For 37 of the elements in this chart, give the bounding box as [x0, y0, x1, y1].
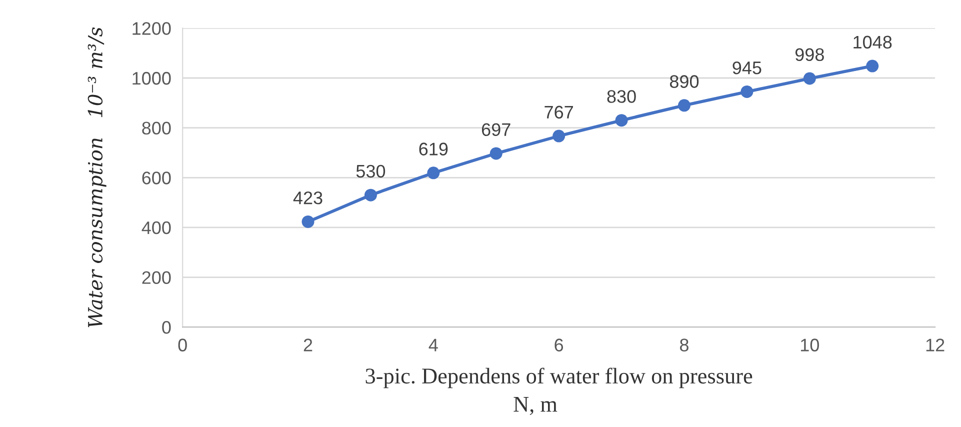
x-tick-label: 6	[554, 338, 564, 352]
point	[490, 147, 502, 160]
data-label: 697	[482, 123, 510, 136]
y-axis-title: Water consumption 10⁻³ m³/s	[88, 27, 106, 328]
data-label: 890	[670, 75, 699, 88]
y-tick-label: 1000	[132, 72, 171, 85]
point	[740, 85, 754, 98]
text: 3-pic. Dependens of water flow on pressure	[366, 368, 752, 388]
data-label: 945	[732, 61, 762, 74]
y-tick-label: 400	[142, 221, 171, 234]
x-tick-label: 10	[800, 338, 819, 352]
x-tick-label: 12	[926, 338, 944, 352]
y-tick-label: 1200	[132, 22, 171, 35]
x-tick-label: 8	[680, 338, 688, 352]
data-label: 423	[293, 191, 322, 204]
point	[427, 166, 440, 180]
point	[615, 114, 628, 127]
data-label: 1048	[854, 36, 892, 49]
data-label: 619	[419, 142, 448, 156]
point	[552, 130, 566, 142]
y-tick-label: 800	[142, 122, 171, 135]
y-tick-label: 200	[142, 271, 171, 284]
point	[803, 72, 816, 85]
data-label: 998	[795, 48, 824, 62]
data-label: 767	[544, 106, 573, 119]
point	[678, 99, 690, 112]
y-tick-label: 600	[142, 172, 171, 184]
point	[302, 215, 314, 228]
x-tick-label: 0	[178, 338, 187, 352]
x-axis-title: N, m	[514, 397, 558, 416]
point	[866, 60, 879, 72]
point	[364, 188, 377, 202]
x-tick-label: 2	[304, 338, 312, 352]
data-label: 530	[356, 164, 386, 178]
y-tick-label: 0	[162, 321, 171, 334]
data-label: 830	[607, 90, 636, 103]
x-tick-label: 4	[428, 338, 438, 352]
